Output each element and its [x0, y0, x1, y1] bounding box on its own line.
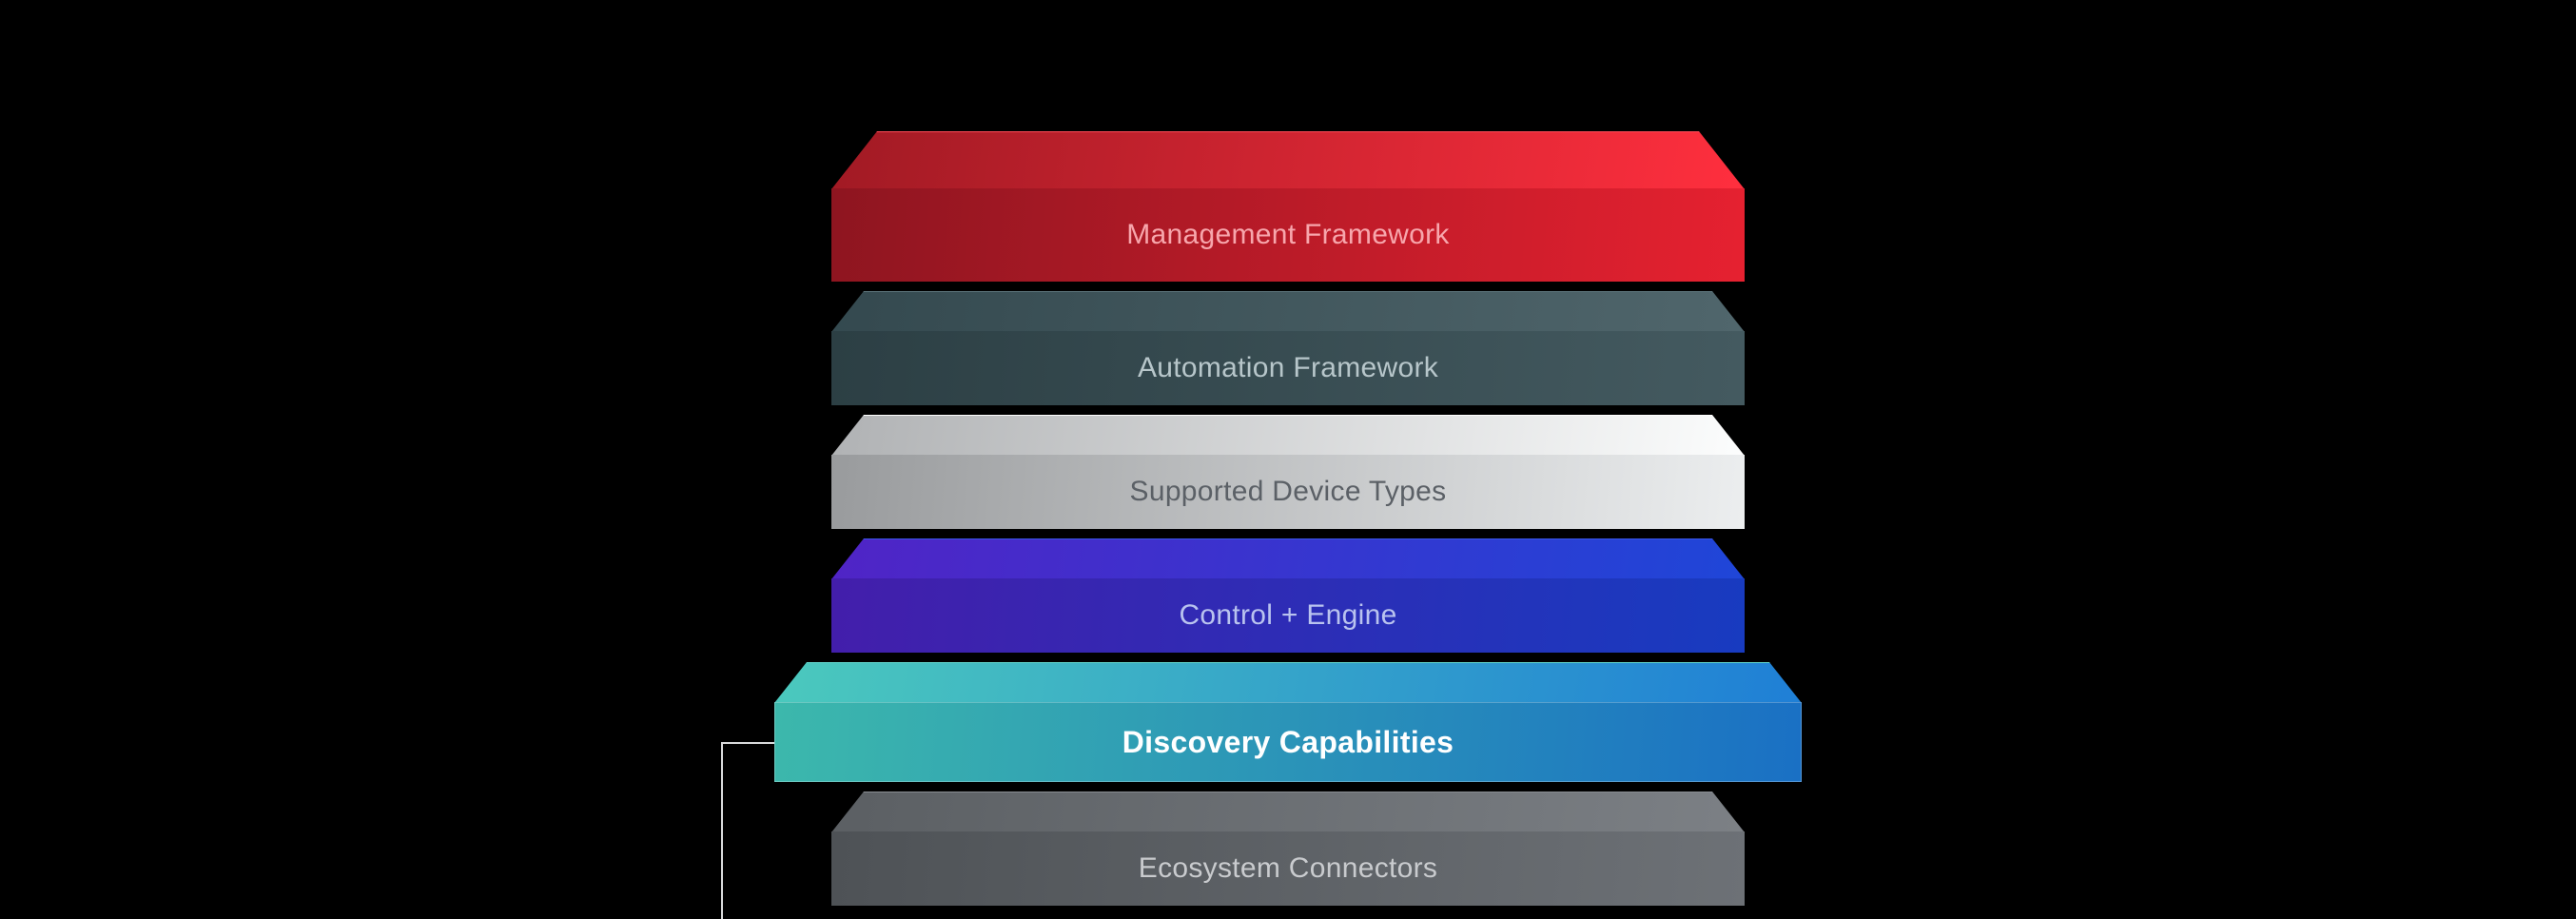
layer-device-types: Supported Device Types — [831, 415, 1745, 529]
layer-device-types-label: Supported Device Types — [1130, 476, 1447, 508]
layer-management-label: Management Framework — [1126, 219, 1449, 251]
layer-control-engine: Control + Engine — [831, 538, 1745, 653]
layer-automation-top — [831, 291, 1745, 332]
layer-automation-label: Automation Framework — [1138, 352, 1438, 384]
layer-control-engine-top — [831, 538, 1745, 579]
layer-ecosystem: Ecosystem Connectors — [831, 792, 1745, 906]
layer-automation: Automation Framework — [831, 291, 1745, 405]
layer-ecosystem-label: Ecosystem Connectors — [1139, 852, 1437, 885]
layer-management: Management Framework — [831, 131, 1745, 282]
layer-control-engine-label: Control + Engine — [1179, 599, 1396, 632]
connector-line — [721, 742, 774, 919]
layer-discovery-top — [774, 662, 1802, 703]
layer-discovery: Discovery Capabilities — [774, 662, 1802, 782]
layer-ecosystem-front: Ecosystem Connectors — [831, 831, 1745, 906]
layer-management-front: Management Framework — [831, 188, 1745, 282]
layer-device-types-top — [831, 415, 1745, 456]
layer-discovery-front: Discovery Capabilities — [774, 702, 1802, 782]
layer-ecosystem-top — [831, 792, 1745, 832]
layer-control-engine-front: Control + Engine — [831, 578, 1745, 653]
layer-automation-front: Automation Framework — [831, 331, 1745, 405]
layer-management-top — [831, 131, 1745, 189]
diagram-stage: Management Framework Automation Framework… — [0, 0, 2576, 919]
layer-discovery-label: Discovery Capabilities — [1122, 725, 1454, 760]
layer-device-types-front: Supported Device Types — [831, 455, 1745, 529]
